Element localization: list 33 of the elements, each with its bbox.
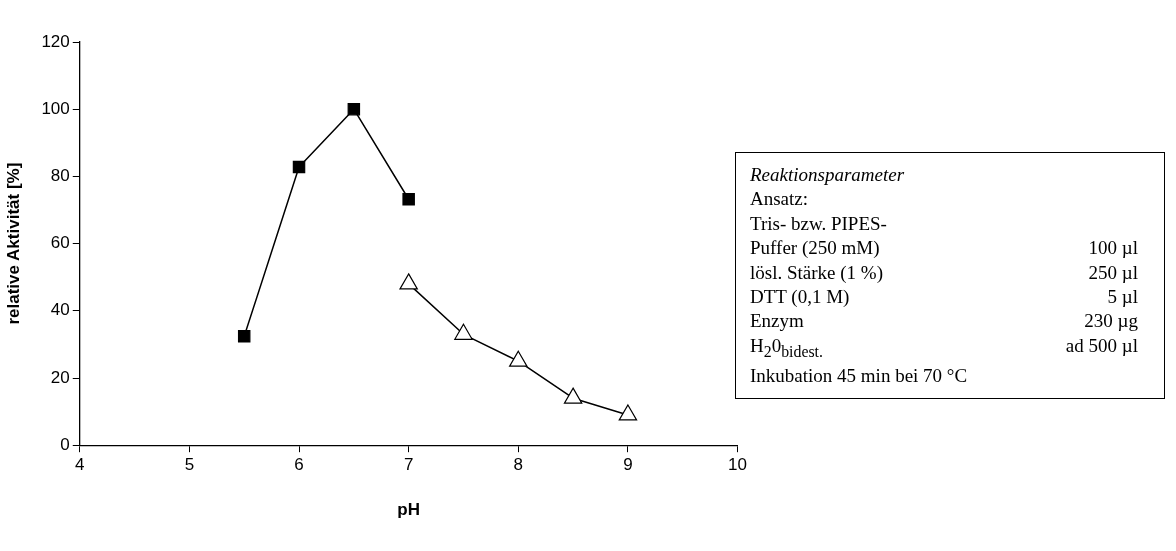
x-tick-label: 7: [403, 455, 414, 475]
y-tick-label: 20: [50, 367, 70, 387]
text: Ansatz:: [750, 187, 809, 212]
x-tick-label: 8: [513, 455, 524, 475]
y-tick-label: 0: [60, 434, 70, 454]
text: Inkubation 45 min bei 70 °C: [750, 364, 968, 389]
point: [402, 192, 415, 206]
x-tick-label: 5: [184, 455, 195, 475]
x-tick-label: 6: [294, 455, 304, 475]
x-tick-label: 10: [728, 455, 748, 475]
x-tick-label: 4: [75, 455, 85, 475]
y-axis-title: relative Aktivität [%]: [3, 162, 23, 325]
point: [454, 323, 473, 340]
y-tick-label: 120: [41, 31, 70, 51]
text: H$_{2}$0$_{bidest.}$ ad 500 µl: [750, 334, 1138, 360]
point: [347, 102, 361, 116]
x-axis-title: pH: [397, 500, 420, 520]
y-tick-label: 100: [41, 98, 70, 118]
y-tick-label: 40: [50, 300, 70, 320]
point: [509, 350, 528, 367]
point: [292, 160, 306, 174]
text: DTT (0,1 M) 5 µl: [750, 286, 1138, 308]
text: Puffer (250 mM) 100 µl: [750, 237, 1138, 259]
text: Enzym 230 µg: [750, 310, 1138, 332]
point: [563, 387, 583, 404]
point: [399, 273, 418, 290]
text: lösl. Stärke (1 %) 250 µl: [750, 261, 1138, 283]
y-tick-label: 60: [50, 233, 70, 253]
text: Tris- bzw. PIPES-: [750, 211, 887, 236]
x-tick-label: 9: [623, 455, 633, 475]
point: [618, 404, 638, 421]
text: Reaktionsparameter: [750, 163, 905, 187]
y-tick-label: 80: [50, 166, 70, 186]
